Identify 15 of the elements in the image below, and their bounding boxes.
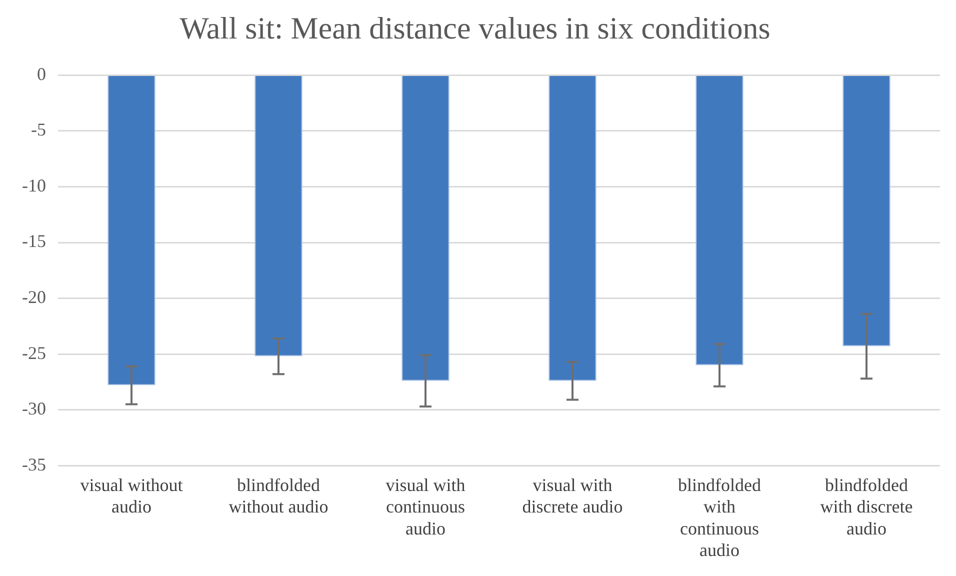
y-tick-label: -20: [22, 287, 46, 308]
x-tick-label: visual without audio: [80, 475, 183, 517]
y-tick-label: -15: [22, 231, 46, 252]
y-tick-label: -5: [30, 120, 46, 140]
x-tick-label: blindfolded with continuous audio: [678, 475, 761, 560]
x-tick-label: blindfolded without audio: [228, 475, 328, 517]
x-tick-label: visual with discrete audio: [522, 475, 623, 517]
y-tick-label: -25: [22, 342, 46, 363]
y-tick-label: 0: [36, 64, 46, 84]
y-tick-label: -10: [22, 175, 46, 196]
chart-title: Wall sit: Mean distance values in six conditions: [180, 10, 770, 46]
x-tick-label: blindfolded with discrete audio: [820, 475, 913, 538]
x-tick-label: visual with continuous audio: [386, 475, 466, 538]
y-tick-label: -35: [22, 454, 46, 474]
y-tick-label: -30: [22, 398, 46, 419]
